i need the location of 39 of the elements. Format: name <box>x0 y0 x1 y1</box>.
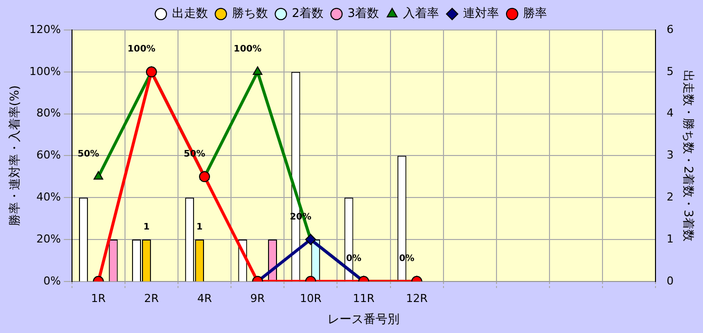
point <box>94 171 104 180</box>
point <box>146 66 157 78</box>
y2-tick-label: 4 <box>666 106 674 120</box>
data-label: 100% <box>234 44 262 55</box>
legend-label: 連対率 <box>463 6 500 20</box>
y-tick-label: 0% <box>43 274 61 288</box>
y2-tick-label: 2 <box>666 190 674 204</box>
x-tick-label: 4R <box>197 292 212 305</box>
x-tick-label: 10R <box>300 292 322 305</box>
x-tick-label: 2R <box>144 292 160 305</box>
y-tick-label: 60% <box>36 148 61 162</box>
data-label: 1 <box>196 222 203 232</box>
y2-tick-label: 3 <box>666 148 674 162</box>
y-tick-label: 80% <box>36 106 61 120</box>
point <box>252 66 262 75</box>
y-axis-title: 勝率・連対率・入着率(%) <box>7 85 22 226</box>
x-tick-label: 1R <box>91 292 106 305</box>
y-tick-label: 120% <box>29 22 61 36</box>
y-tick-label: 100% <box>29 64 61 78</box>
legend-label: 勝率 <box>523 6 548 20</box>
legend-label: 勝ち数 <box>232 6 268 20</box>
y2-tick-label: 1 <box>666 232 674 246</box>
data-label: 100% <box>128 44 156 55</box>
y2-tick-label: 6 <box>666 22 674 36</box>
data-label: 50% <box>78 149 100 160</box>
data-label: 1 <box>143 222 150 232</box>
legend-label: 入着率 <box>403 6 440 20</box>
x-tick-label: 11R <box>352 292 375 305</box>
y2-axis-title: 出走数・勝ち数・2着数・3着数 <box>682 70 696 242</box>
y-tick-label: 40% <box>36 190 61 204</box>
y-tick-label: 20% <box>36 232 61 246</box>
y2-tick-label: 5 <box>666 64 674 78</box>
x-tick-label: 9R <box>250 292 266 305</box>
y2-tick-label: 0 <box>666 274 674 288</box>
x-tick-label: 12R <box>406 292 428 305</box>
x-axis-title: レース番号別 <box>328 312 400 326</box>
legend-label: 2着数 <box>292 6 324 20</box>
legend-label: 出走数 <box>172 6 208 20</box>
legend-label: 3着数 <box>348 6 380 20</box>
